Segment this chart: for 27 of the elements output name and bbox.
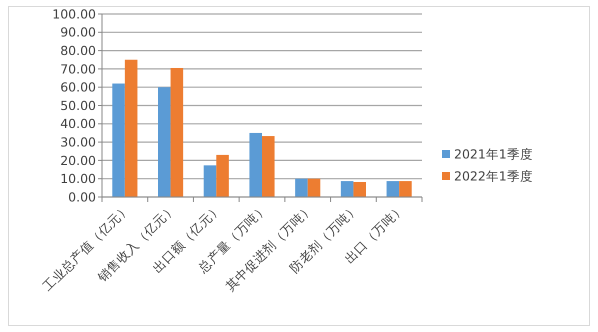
bar [112, 84, 125, 197]
bar [204, 165, 216, 197]
y-tick-label: 10.00 [60, 171, 96, 186]
bar [353, 182, 366, 197]
y-tick-label: 40.00 [60, 116, 96, 132]
bar [340, 181, 354, 197]
y-tick-label: 50.00 [60, 98, 96, 113]
bar [399, 181, 412, 197]
bar [170, 68, 184, 197]
y-tick-label: 90.00 [60, 24, 96, 40]
legend-label: 2021年1季度 [454, 146, 533, 162]
y-tick-label: 70.00 [60, 61, 96, 76]
y-tick-label: 100.00 [52, 6, 96, 22]
legend-label: 2022年1季度 [454, 168, 533, 184]
bar [386, 181, 400, 197]
bar [308, 178, 320, 197]
bar [249, 132, 262, 197]
bar [158, 87, 171, 197]
bar [216, 154, 229, 197]
bar [124, 60, 138, 197]
y-tick-label: 0.00 [68, 189, 96, 204]
y-tick-label: 60.00 [60, 80, 96, 95]
y-tick-label: 20.00 [60, 152, 96, 168]
y-tick-label: 80.00 [60, 42, 96, 58]
y-tick-label: 30.00 [60, 134, 96, 150]
bar [295, 178, 308, 197]
bar [262, 136, 275, 197]
